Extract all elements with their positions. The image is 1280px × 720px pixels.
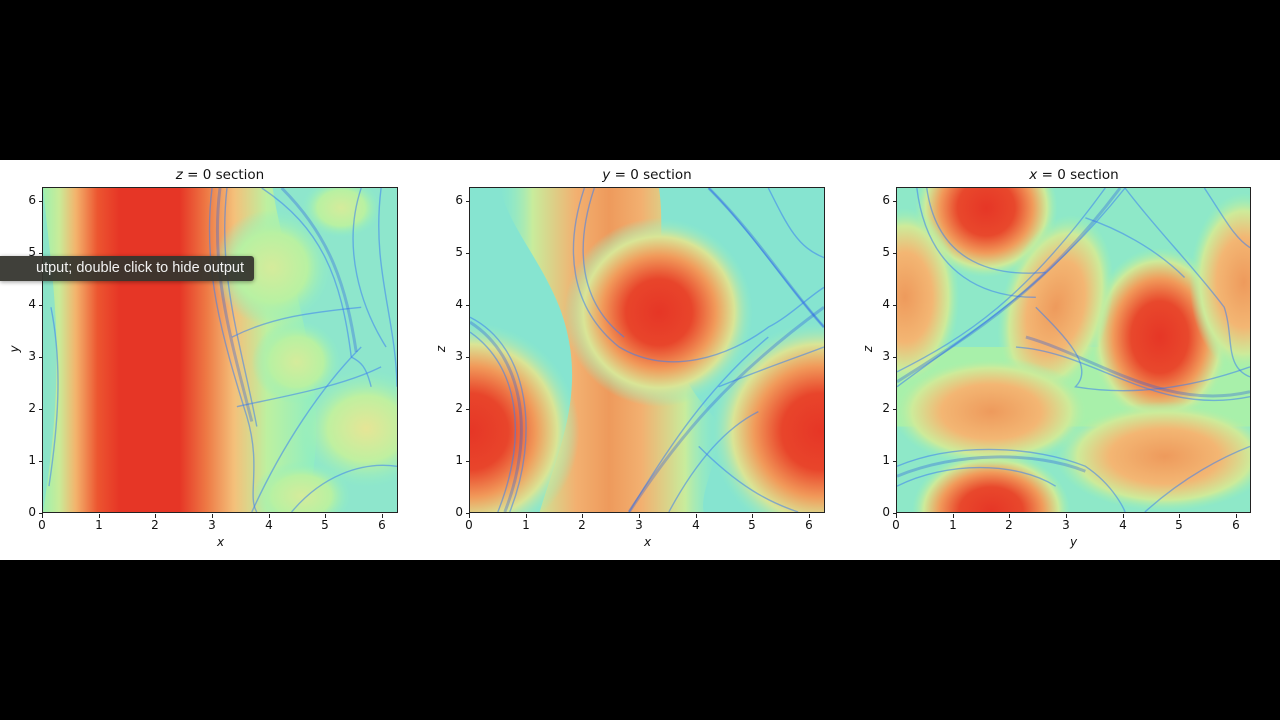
y-tick: 1 xyxy=(16,453,43,467)
panel-z0-section: z = 0 section xyxy=(0,160,426,560)
y-tick: 1 xyxy=(870,453,897,467)
panel-x0-section: x = 0 section xyxy=(854,160,1280,560)
x-tick: 5 xyxy=(315,514,335,532)
y-tick: 6 xyxy=(870,193,897,207)
y-tick: 2 xyxy=(443,401,470,415)
heatmap-plot-area xyxy=(896,187,1251,513)
x-axis-label: y xyxy=(1070,535,1078,549)
y-tick: 5 xyxy=(16,245,43,259)
heatmap-plot-area xyxy=(469,187,825,513)
x-tick: 3 xyxy=(1056,514,1076,532)
y-tick: 3 xyxy=(16,349,43,363)
y-axis-label: z xyxy=(861,345,876,353)
x-tick: 1 xyxy=(943,514,963,532)
y-tick: 5 xyxy=(870,245,897,259)
chart-title: y = 0 section xyxy=(602,167,692,183)
x-tick: 3 xyxy=(202,514,222,532)
y-tick: 1 xyxy=(443,453,470,467)
x-tick: 2 xyxy=(572,514,592,532)
x-axis-label: x xyxy=(644,535,652,549)
y-tick: 0 xyxy=(443,505,470,519)
x-tick: 5 xyxy=(742,514,762,532)
x-tick: 0 xyxy=(886,514,906,532)
y-tick: 0 xyxy=(870,505,897,519)
x-tick: 1 xyxy=(516,514,536,532)
tooltip-text: utput; double click to hide output xyxy=(36,260,244,276)
y-tick: 3 xyxy=(443,349,470,363)
x-tick: 1 xyxy=(89,514,109,532)
x-tick: 2 xyxy=(145,514,165,532)
x-tick: 6 xyxy=(1226,514,1246,532)
y-tick: 2 xyxy=(16,401,43,415)
panel-y0-section: y = 0 section xyxy=(427,160,853,560)
y-axis-label: z xyxy=(434,345,449,353)
chart-title: z = 0 section xyxy=(175,167,265,183)
x-tick: 5 xyxy=(1169,514,1189,532)
y-tick: 6 xyxy=(443,193,470,207)
x-tick: 3 xyxy=(629,514,649,532)
y-tick: 0 xyxy=(16,505,43,519)
x-tick: 6 xyxy=(372,514,392,532)
y-tick: 4 xyxy=(443,297,470,311)
figure-output: z = 0 section xyxy=(0,160,1280,560)
x-tick: 4 xyxy=(1113,514,1133,532)
chart-title: x = 0 section xyxy=(1029,167,1119,183)
heatmap-plot-area xyxy=(42,187,398,513)
x-tick: 0 xyxy=(32,514,52,532)
y-tick: 5 xyxy=(443,245,470,259)
x-axis-label: x xyxy=(217,535,225,549)
output-toggle-tooltip: utput; double click to hide output xyxy=(0,256,254,281)
y-axis-label: y xyxy=(7,345,22,353)
x-tick: 0 xyxy=(459,514,479,532)
y-tick: 6 xyxy=(16,193,43,207)
y-tick: 3 xyxy=(870,349,897,363)
x-tick: 6 xyxy=(799,514,819,532)
x-tick: 4 xyxy=(686,514,706,532)
y-tick: 2 xyxy=(870,401,897,415)
x-tick: 2 xyxy=(999,514,1019,532)
x-tick: 4 xyxy=(259,514,279,532)
y-tick: 4 xyxy=(870,297,897,311)
y-tick: 4 xyxy=(16,297,43,311)
